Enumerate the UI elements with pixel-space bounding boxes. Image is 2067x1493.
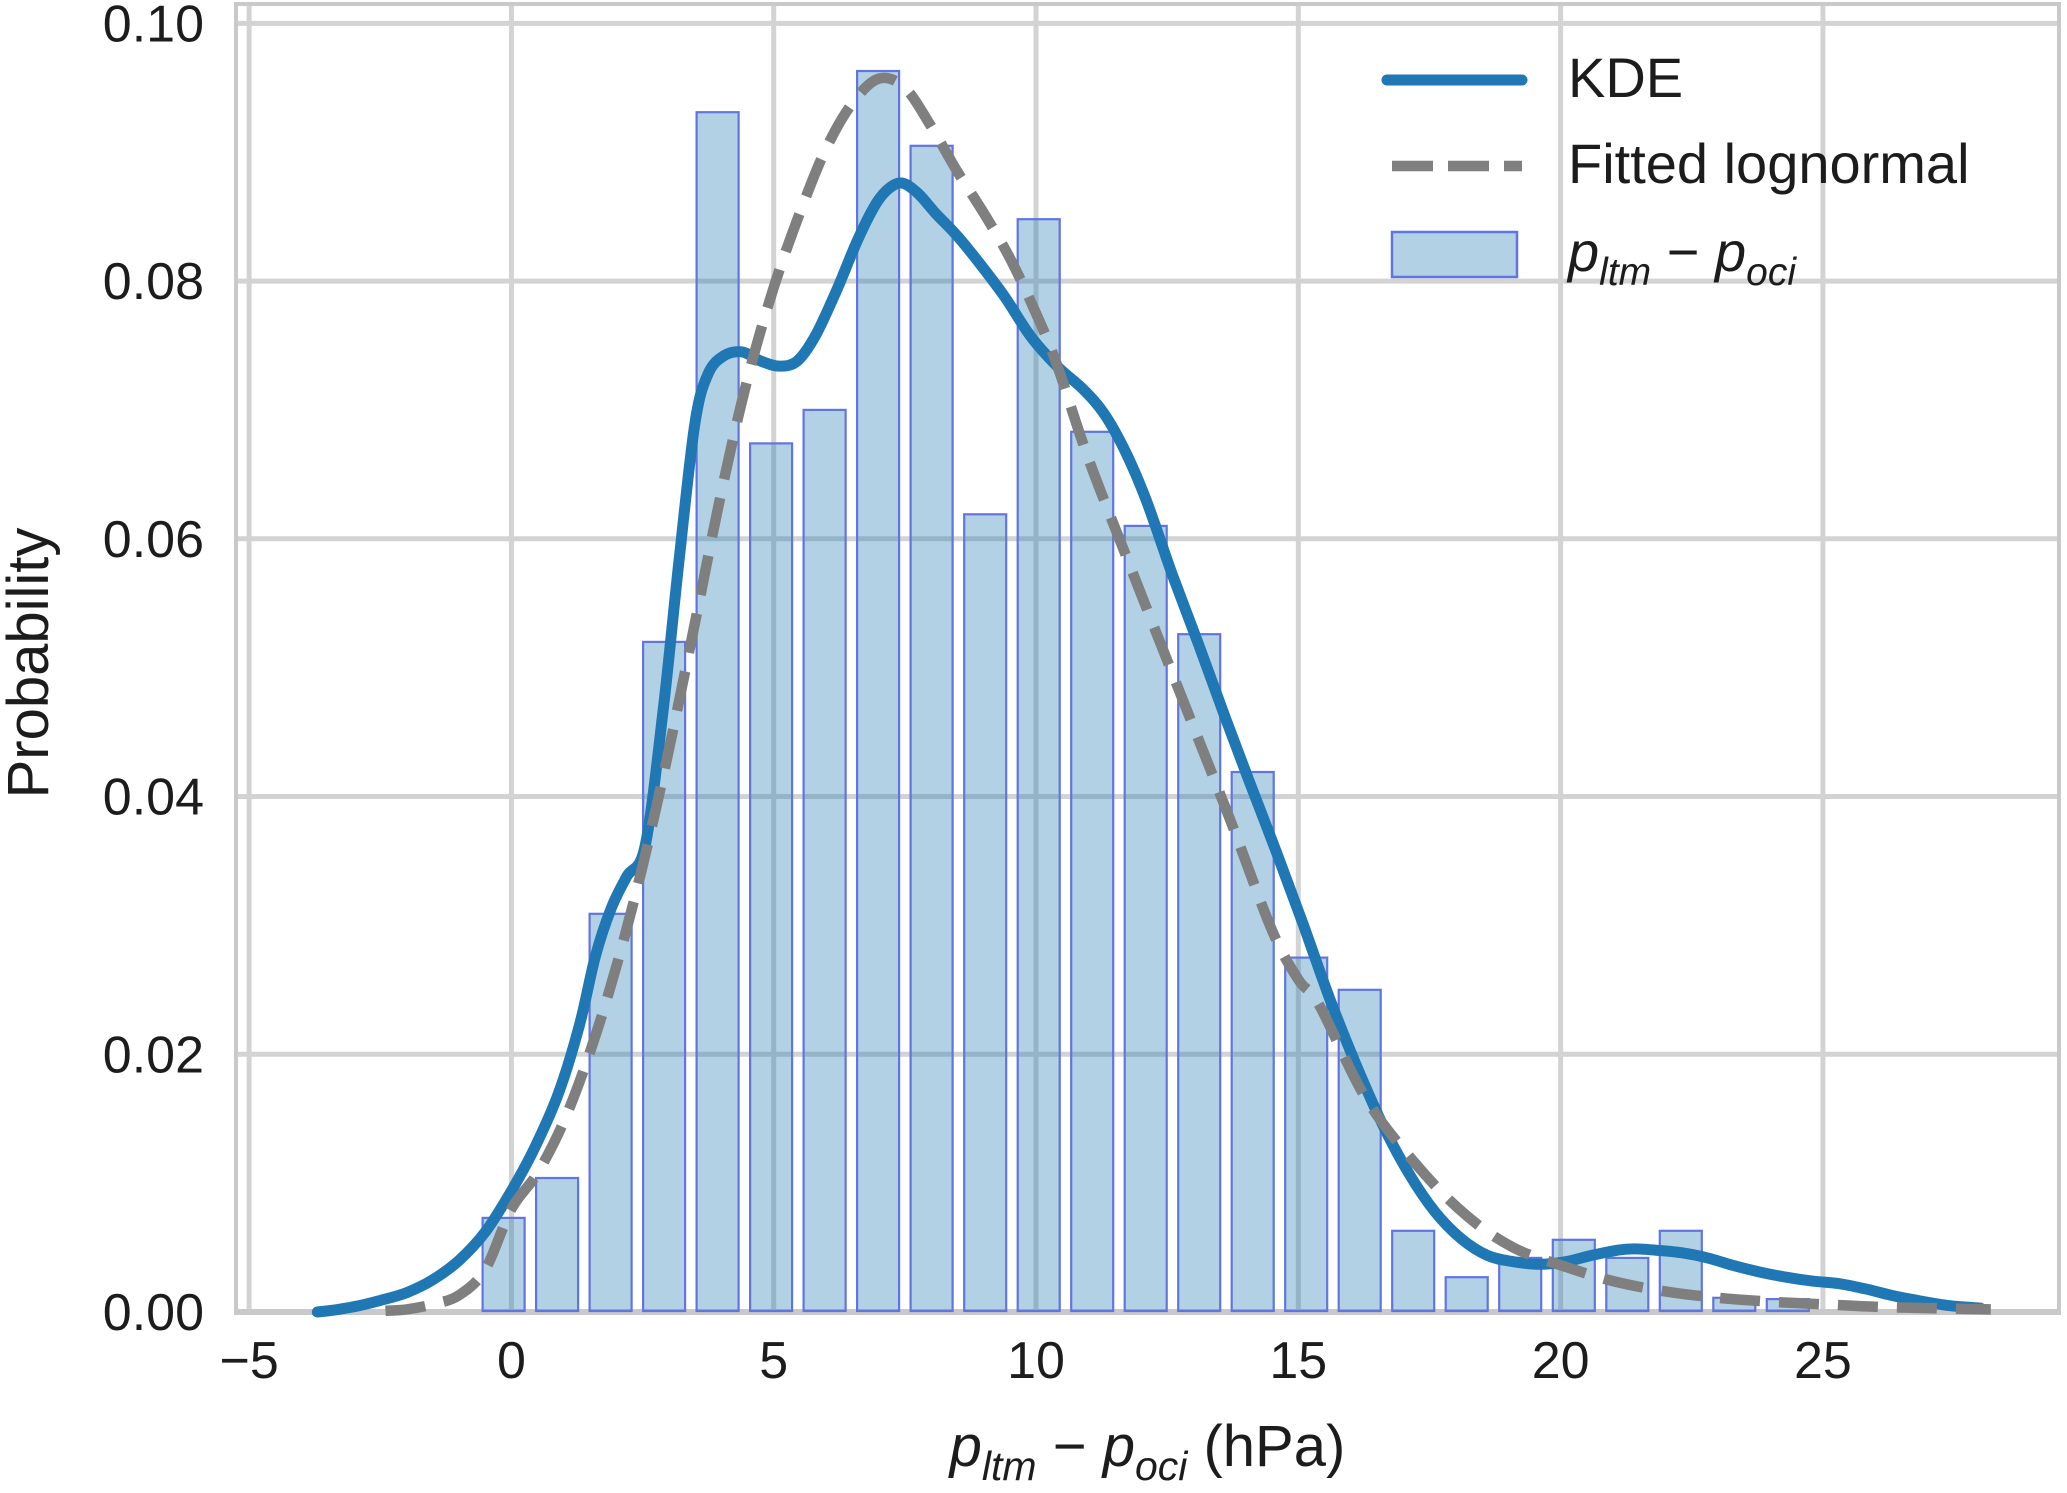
x-tick-label-0: 0 <box>497 1332 526 1390</box>
label-segment: − <box>1037 1414 1103 1479</box>
legend-histogram-label: pltm − poci <box>1566 220 1797 294</box>
label-segment: p <box>948 1414 982 1479</box>
x-axis-label: pltm − poci (hPa) <box>948 1414 1346 1489</box>
histogram-bar <box>1444 1276 1489 1313</box>
x-tick-label-15: 15 <box>1269 1332 1327 1390</box>
legend-kde-label: KDE <box>1568 46 1683 109</box>
y-axis-label: Probability <box>0 528 61 799</box>
histogram-bar <box>748 442 794 1313</box>
histogram-bar <box>1070 430 1115 1313</box>
histogram-bars <box>481 69 1810 1313</box>
y-tick-label-0.08: 0.08 <box>103 253 204 311</box>
histogram-bar <box>1551 1238 1596 1313</box>
label-segment: oci <box>1746 251 1797 294</box>
label-segment: p <box>1713 220 1746 283</box>
x-tick-label-20: 20 <box>1532 1332 1590 1390</box>
y-tick-label-0.06: 0.06 <box>103 511 204 569</box>
histogram-bar <box>1391 1229 1436 1313</box>
histogram-bar <box>855 69 901 1313</box>
histogram-bar <box>1284 956 1329 1313</box>
histogram-bar <box>909 144 954 1313</box>
histogram-bar <box>1123 524 1168 1313</box>
y-tick-label-0.02: 0.02 <box>103 1026 204 1084</box>
x-tick-label-10: 10 <box>1007 1332 1065 1390</box>
y-tick-label-0.10: 0.10 <box>103 0 204 53</box>
lognormal-curve <box>385 72 1991 1316</box>
histogram-bar <box>695 111 740 1313</box>
label-segment: ltm <box>1599 251 1651 294</box>
histogram-bar <box>1230 770 1275 1313</box>
label-segment: p <box>1566 220 1599 283</box>
x-tick-label-25: 25 <box>1794 1332 1852 1390</box>
y-tick-label-0.04: 0.04 <box>103 769 204 827</box>
histogram-bar <box>534 1176 580 1313</box>
label-segment: p <box>1101 1414 1135 1479</box>
x-tick-label-5: 5 <box>759 1332 788 1390</box>
label-segment: − <box>1651 220 1715 283</box>
histogram-bar <box>963 513 1008 1313</box>
label-segment: (hPa) <box>1187 1414 1345 1479</box>
x-tick-label--5: −5 <box>219 1332 278 1390</box>
histogram-bar <box>1016 218 1061 1313</box>
histogram-bar <box>1177 633 1222 1313</box>
legend-lognormal-label: Fitted lognormal <box>1568 132 1970 195</box>
y-tick-label-0.00: 0.00 <box>103 1284 204 1342</box>
label-segment: oci <box>1135 1443 1189 1489</box>
histogram-bar <box>802 408 847 1313</box>
kde-curve <box>311 177 1986 1318</box>
legend-histogram-patch <box>1390 230 1519 279</box>
label-segment: ltm <box>982 1443 1037 1489</box>
